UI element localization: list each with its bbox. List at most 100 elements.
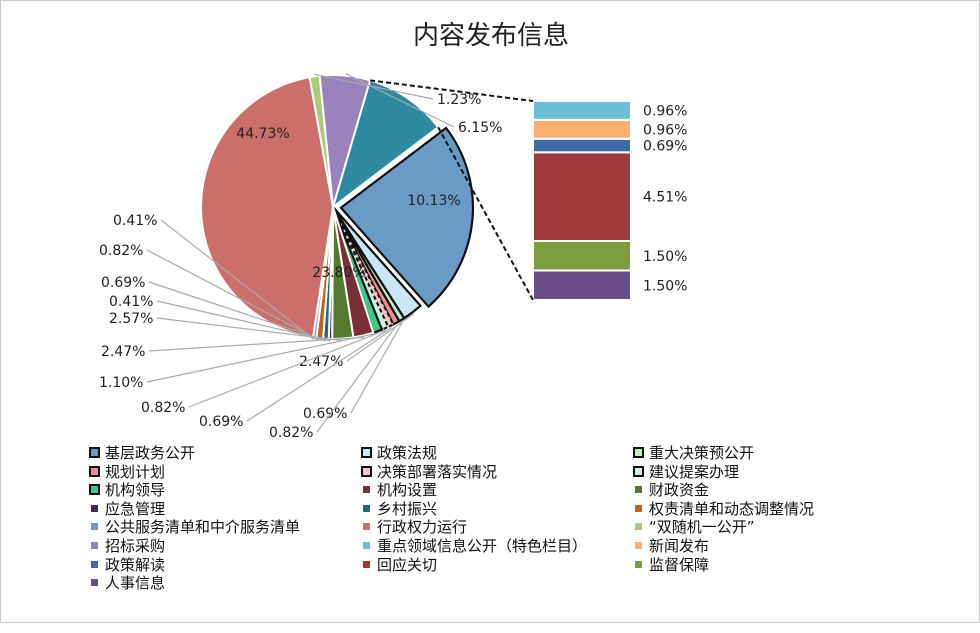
legend-swatch	[363, 542, 370, 549]
leader-line	[148, 336, 364, 352]
chart-title: 内容发布信息	[412, 21, 569, 51]
data-label: 0.82%	[269, 425, 313, 441]
legend-label: 公共服务清单和中介服务清单	[105, 518, 301, 537]
legend-label: 基层政务公开	[105, 444, 196, 462]
slice-5	[332, 206, 390, 331]
legend-label: 机构设置	[377, 481, 438, 500]
legend-label: 回应关切	[377, 555, 438, 574]
legend-label: 政策解读	[105, 555, 166, 574]
data-label: 6.15%	[458, 120, 502, 136]
data-label: 1.10%	[99, 375, 143, 391]
leader-line	[246, 326, 392, 422]
legend-label: 重点领域信息公开（特色栏目）	[377, 537, 588, 555]
legend-label: 人事信息	[105, 574, 166, 593]
legend-label: 权责清单和动态调整情况	[649, 499, 815, 518]
legend-item: 人事信息	[89, 573, 165, 592]
leader-line	[345, 73, 455, 128]
legend-item: 政策解读	[89, 555, 165, 574]
legend-item: 重点领域信息公开（特色栏目）	[361, 536, 587, 555]
legend-item: 乡村振兴	[361, 499, 437, 518]
breakout-segment-3	[532, 137, 632, 154]
breakout-label: 4.51%	[643, 190, 687, 206]
legend-item: 政策法规	[361, 443, 437, 462]
data-label: 44.73%	[236, 126, 289, 142]
legend-item: 公共服务清单和中介服务清单	[89, 517, 300, 536]
breakout-label: 1.50%	[643, 249, 687, 265]
legend-item: 应急管理	[89, 499, 165, 518]
legend-item: 机构领导	[89, 480, 165, 499]
data-label: 1.23%	[437, 92, 481, 108]
legend-swatch	[91, 523, 98, 531]
legend-swatch	[363, 560, 370, 568]
breakout-label: 0.69%	[643, 139, 687, 155]
legend-item: 决策部署落实情况	[361, 462, 497, 481]
breakout-segment-0	[532, 269, 632, 302]
legend-label: 决策部署落实情况	[377, 462, 498, 481]
leader-line	[316, 324, 398, 433]
legend-label: 行政权力运行	[377, 518, 468, 537]
legend-label: 建议提案办理	[649, 462, 740, 481]
legend-item: 新闻发布	[633, 536, 709, 555]
leader-line	[146, 332, 379, 383]
legend-swatch	[361, 465, 372, 477]
legend-label: 招标采购	[105, 537, 166, 555]
legend-swatch	[89, 447, 100, 458]
breakout-segment-5	[532, 100, 632, 121]
legend-swatch	[91, 504, 98, 512]
legend-swatch	[635, 504, 642, 512]
slice-3	[332, 206, 401, 326]
legend-label: 政策法规	[377, 444, 438, 462]
connector-line-top	[369, 79, 534, 102]
slice-0	[339, 126, 475, 309]
legend-item: “双随机一公开”	[633, 517, 755, 536]
breakout-segment-4	[532, 118, 632, 140]
legend-swatch	[89, 465, 100, 477]
data-label: 23.80%	[312, 265, 365, 281]
pie-chart: 23.80%2.47%0.69%0.82%0.69%0.82%1.10%2.47…	[99, 73, 687, 441]
legend-label: 新闻发布	[649, 537, 710, 555]
legend-item: 权责清单和动态调整情况	[633, 499, 814, 518]
legend-item: 回应关切	[361, 555, 437, 574]
legend-swatch	[633, 465, 644, 477]
leader-line	[146, 249, 320, 341]
breakout-label: 0.96%	[643, 103, 687, 119]
legend-item: 招标采购	[89, 536, 165, 555]
legend-item: 监督保障	[633, 555, 709, 574]
breakout-label: 1.50%	[643, 278, 687, 294]
data-label: 0.41%	[109, 294, 153, 310]
leader-line	[188, 329, 387, 408]
leader-line	[350, 321, 404, 414]
legend-swatch	[91, 542, 98, 549]
data-label: 0.69%	[101, 275, 145, 291]
legend-swatch	[363, 486, 370, 494]
data-label: 0.41%	[113, 213, 157, 229]
legend-label: 重大决策预公开	[649, 444, 755, 462]
legend-swatch	[363, 504, 370, 512]
legend-item: 规划计划	[89, 462, 165, 481]
legend-swatch	[89, 484, 100, 496]
breakout-label: 0.96%	[643, 122, 687, 138]
legend-item: 行政权力运行	[361, 517, 467, 536]
slice-13	[200, 75, 335, 339]
legend-swatch	[363, 523, 370, 531]
legend-item: 机构设置	[361, 480, 437, 499]
legend-item: 财政资金	[633, 480, 709, 499]
leader-line	[314, 73, 434, 100]
legend-swatch	[361, 447, 372, 458]
data-label: 2.47%	[101, 344, 145, 360]
legend-swatch	[633, 447, 644, 458]
legend-label: 监督保障	[649, 555, 710, 574]
legend-label: 机构领导	[105, 481, 166, 500]
data-label: 0.82%	[99, 243, 143, 259]
data-label: 0.69%	[303, 406, 347, 422]
legend-label: “双随机一公开”	[649, 518, 755, 537]
breakout-segment-1	[532, 240, 632, 272]
legend-label: 乡村振兴	[377, 499, 438, 518]
data-label: 0.69%	[199, 414, 243, 430]
legend-swatch	[635, 560, 642, 568]
breakout-segment-2	[532, 151, 632, 243]
leader-line	[148, 281, 327, 342]
slice-4	[332, 206, 395, 329]
legend-label: 应急管理	[105, 499, 166, 518]
